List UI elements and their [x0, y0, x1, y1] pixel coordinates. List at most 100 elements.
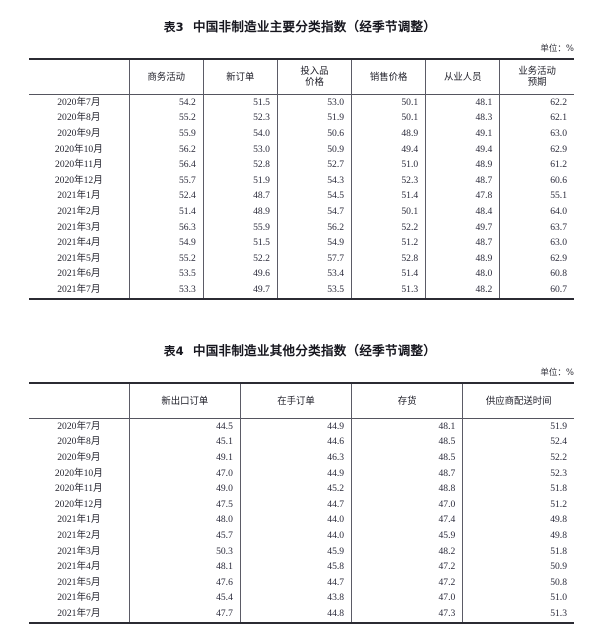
table-3-block: 表3 中国非制造业主要分类指数（经季节调整） 单位：% 商务活动 新订单 投入品价… — [0, 0, 600, 300]
cell-value: 53.4 — [276, 266, 352, 283]
cell-value: 60.7 — [499, 282, 574, 298]
cell-value: 53.0 — [276, 94, 352, 111]
table-row: 2020年12月 47.5 44.7 47.0 51.2 — [29, 496, 574, 513]
cell-value: 52.7 — [276, 157, 352, 173]
row-label: 2021年7月 — [57, 607, 101, 619]
cell-value: 54.0 — [202, 126, 278, 142]
hdr-line1: 投入品 — [300, 66, 329, 77]
cell-value: 47.0 — [351, 496, 463, 513]
table-4-header-col-0: 新出口订单 — [128, 383, 241, 419]
table-row: 2020年9月 55.9 54.0 50.6 48.9 49.1 63.0 — [29, 126, 574, 142]
cell-value: 44.9 — [239, 465, 352, 482]
row-label: 2021年3月 — [57, 545, 101, 557]
cell-value: 51.2 — [351, 235, 426, 251]
cell-value: 53.0 — [202, 141, 278, 158]
table-4-number: 表4 — [163, 344, 184, 358]
table-row: 2021年5月 55.2 52.2 57.7 52.8 48.9 62.9 — [29, 250, 574, 267]
cell-value: 45.9 — [351, 528, 463, 544]
cell-value: 62.2 — [499, 94, 574, 111]
row-label: 2020年9月 — [57, 451, 101, 463]
table-row: 2021年3月 56.3 55.9 56.2 52.2 49.7 63.7 — [29, 219, 574, 236]
cell-value: 48.9 — [425, 250, 500, 267]
row-label: 2021年1月 — [57, 514, 101, 526]
table-3-title-text: 中国非制造业主要分类指数（经季节调整） — [192, 19, 437, 34]
cell-value: 45.1 — [128, 434, 241, 451]
cell-value: 51.9 — [202, 172, 278, 189]
cell-value: 50.9 — [462, 559, 574, 575]
cell-value: 51.9 — [276, 110, 352, 127]
table-row: 2021年2月 45.7 44.0 45.9 49.8 — [29, 528, 574, 544]
cell-value: 46.3 — [239, 450, 352, 466]
cell-value: 55.9 — [128, 126, 204, 142]
row-label: 2021年3月 — [57, 221, 101, 233]
cell-value: 45.7 — [128, 528, 241, 544]
hdr-line1: 新订单 — [226, 71, 255, 83]
table-row: 2020年11月 49.0 45.2 48.8 51.8 — [29, 481, 574, 497]
row-label: 2021年7月 — [57, 283, 101, 295]
table-3-header-rowlabel — [29, 59, 129, 95]
table-row: 2020年12月 55.7 51.9 54.3 52.3 48.7 60.6 — [29, 172, 574, 189]
cell-value: 50.6 — [276, 126, 352, 142]
row-label: 2020年11月 — [55, 159, 103, 171]
table-row: 2021年7月 47.7 44.8 47.3 51.3 — [29, 606, 574, 622]
table-row: 2020年11月 56.4 52.8 52.7 51.0 48.9 61.2 — [29, 157, 574, 173]
cell-value: 48.7 — [425, 172, 500, 189]
cell-value: 48.1 — [425, 94, 500, 111]
table-row: 2021年7月 53.3 49.7 53.5 51.3 48.2 60.7 — [29, 282, 574, 298]
cell-value: 56.4 — [128, 157, 204, 173]
cell-value: 52.8 — [351, 250, 426, 267]
cell-value: 52.2 — [351, 219, 426, 236]
row-label: 2020年7月 — [57, 420, 101, 432]
cell-value: 62.1 — [499, 110, 574, 127]
row-label: 2020年11月 — [55, 483, 103, 495]
cell-value: 48.1 — [351, 418, 463, 435]
cell-value: 54.2 — [128, 94, 204, 111]
cell-value: 52.3 — [462, 465, 574, 482]
cell-value: 48.5 — [351, 434, 463, 451]
cell-value: 51.4 — [128, 204, 204, 220]
cell-value: 60.8 — [499, 266, 574, 283]
cell-value: 49.1 — [128, 450, 241, 466]
table-row: 2020年7月 44.5 44.9 48.1 51.9 — [29, 418, 574, 435]
row-label: 2020年8月 — [57, 436, 101, 448]
cell-value: 44.8 — [239, 606, 352, 622]
table-3-header-col-4: 从业人员 — [425, 59, 500, 95]
table-4-wrap: 新出口订单 在手订单 存货 供应商配送时间 2020年7月 44.5 44.9 48.… — [0, 382, 600, 624]
table-3-unit-note: 单位：% — [540, 44, 574, 54]
table-3-header-col-3: 销售价格 — [351, 59, 426, 95]
row-label: 2021年2月 — [57, 205, 101, 217]
table-3-header-col-1: 新订单 — [202, 59, 278, 95]
hdr-line2: 价格 — [305, 77, 324, 88]
cell-value: 49.6 — [202, 266, 278, 283]
cell-value: 52.3 — [351, 172, 426, 189]
cell-value: 48.0 — [425, 266, 500, 283]
cell-value: 47.2 — [351, 559, 463, 575]
cell-value: 47.3 — [351, 606, 463, 622]
row-label: 2021年6月 — [57, 268, 101, 280]
table-4-bottom-rule — [29, 621, 574, 624]
cell-value: 49.7 — [425, 219, 500, 236]
row-label: 2020年8月 — [57, 112, 101, 124]
cell-value: 55.2 — [128, 250, 204, 267]
cell-value: 44.0 — [239, 528, 352, 544]
cell-value: 63.0 — [499, 235, 574, 251]
table-3-header-col-0: 商务活动 — [128, 59, 204, 95]
table-row: 2020年7月 54.2 51.5 53.0 50.1 48.1 62.2 — [29, 94, 574, 111]
table-row: 2021年6月 53.5 49.6 53.4 51.4 48.0 60.8 — [29, 266, 574, 283]
row-label: 2020年12月 — [54, 174, 103, 186]
cell-value: 48.4 — [425, 204, 500, 220]
cell-value: 63.7 — [499, 219, 574, 236]
cell-value: 52.3 — [202, 110, 278, 127]
cell-value: 51.5 — [202, 235, 278, 251]
cell-value: 51.0 — [462, 590, 574, 607]
cell-value: 44.7 — [239, 496, 352, 513]
cell-value: 43.8 — [239, 590, 352, 607]
table-row: 2021年3月 50.3 45.9 48.2 51.8 — [29, 543, 574, 560]
table-3-title: 表3 中国非制造业主要分类指数（经季节调整） — [0, 0, 600, 35]
row-label: 2020年10月 — [54, 467, 103, 479]
row-label: 2021年5月 — [57, 252, 101, 264]
cell-value: 50.8 — [462, 574, 574, 591]
cell-value: 49.8 — [462, 528, 574, 544]
cell-value: 56.3 — [128, 219, 204, 236]
table-4-body: 2020年7月 44.5 44.9 48.1 51.9 2020年8月 45.1 44.6 48… — [29, 418, 574, 622]
